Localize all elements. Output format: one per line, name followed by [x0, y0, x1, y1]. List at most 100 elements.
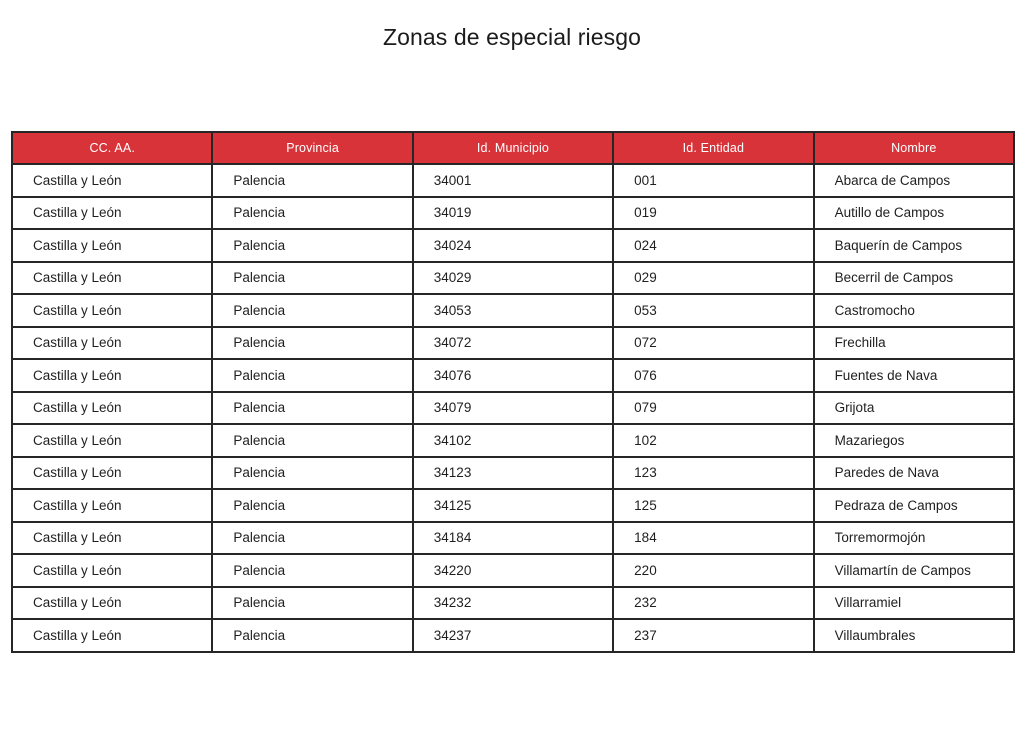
page-title: Zonas de especial riesgo [382, 24, 642, 51]
table-cell: Villamartín de Campos [813, 554, 1014, 588]
table-cell: Castilla y León [12, 456, 214, 490]
table-row: Castilla y León Palencia 34125 125 Pedraza d… [12, 489, 1014, 523]
table-cell: Castilla y León [12, 359, 214, 393]
table-cell: 34079 [412, 391, 615, 425]
table-cell: Castilla y León [12, 261, 214, 295]
table-cell: Palencia [212, 489, 414, 523]
table-cell: Castilla y León [12, 521, 214, 555]
column-header-1[interactable]: Provincia [212, 132, 414, 165]
table-cell: Palencia [212, 456, 414, 490]
table-cell: 34125 [412, 489, 615, 523]
table-cell: 232 [613, 586, 815, 620]
table-row: Castilla y León Palencia 34232 232 Villarram… [12, 586, 1014, 620]
table-row: Castilla y León Palencia 34029 029 Becerril … [12, 261, 1014, 295]
table-cell: Torremormojón [813, 521, 1014, 555]
table-cell: 34019 [412, 196, 615, 230]
table-cell: Palencia [212, 294, 414, 328]
table-cell: Palencia [212, 619, 414, 652]
table-cell: Castilla y León [12, 554, 214, 588]
column-header-4[interactable]: Nombre [813, 132, 1014, 165]
table-cell: 184 [613, 521, 815, 555]
risk-zones-table-container: CC. AA. Provincia Id. Municipio Id. Entidad… [11, 131, 1015, 653]
table-cell: Palencia [212, 554, 414, 588]
table-cell: Paredes de Nava [813, 456, 1014, 490]
table-cell: Palencia [212, 424, 414, 458]
table-header-row: CC. AA. Provincia Id. Municipio Id. Entidad… [12, 132, 1014, 165]
column-header-2[interactable]: Id. Municipio [412, 132, 615, 165]
table-cell: Castilla y León [12, 391, 214, 425]
table-cell: Palencia [212, 521, 414, 555]
table-cell: 001 [613, 164, 815, 198]
table-cell: Palencia [212, 586, 414, 620]
table-cell: Autillo de Campos [813, 196, 1014, 230]
table-cell: Palencia [212, 261, 414, 295]
table-cell: Castilla y León [12, 196, 214, 230]
table-row: Castilla y León Palencia 34123 123 Paredes d… [12, 456, 1014, 490]
table-row: Castilla y León Palencia 34072 072 Frechilla [12, 326, 1014, 360]
table-cell: Castilla y León [12, 164, 214, 198]
table-cell: 102 [613, 424, 815, 458]
column-header-3[interactable]: Id. Entidad [613, 132, 815, 165]
table-cell: 019 [613, 196, 815, 230]
table-cell: Palencia [212, 359, 414, 393]
table-row: Castilla y León Palencia 34024 024 Baquerín … [12, 229, 1014, 263]
table-cell: 024 [613, 229, 815, 263]
table-cell: Pedraza de Campos [813, 489, 1014, 523]
table-row: Castilla y León Palencia 34220 220 Villamart… [12, 554, 1014, 588]
table-cell: Castilla y León [12, 489, 214, 523]
table-header: CC. AA. Provincia Id. Municipio Id. Entidad… [12, 132, 1014, 165]
table-cell: Becerril de Campos [813, 261, 1014, 295]
table-cell: 076 [613, 359, 815, 393]
table-cell: Frechilla [813, 326, 1014, 360]
table-cell: 029 [613, 261, 815, 295]
table-cell: 34232 [412, 586, 615, 620]
table-cell: Palencia [212, 196, 414, 230]
table-cell: 34184 [412, 521, 615, 555]
table-cell: Castilla y León [12, 619, 214, 652]
table-row: Castilla y León Palencia 34079 079 Grijota [12, 391, 1014, 425]
table-body: Castilla y León Palencia 34001 001 Abarca de… [12, 164, 1014, 652]
column-header-0[interactable]: CC. AA. [12, 132, 214, 165]
table-row: Castilla y León Palencia 34102 102 Mazariego… [12, 424, 1014, 458]
table-cell: Fuentes de Nava [813, 359, 1014, 393]
table-cell: 072 [613, 326, 815, 360]
table-cell: 34029 [412, 261, 615, 295]
table-cell: 123 [613, 456, 815, 490]
table-cell: 079 [613, 391, 815, 425]
table-row: Castilla y León Palencia 34076 076 Fuentes d… [12, 359, 1014, 393]
table-row: Castilla y León Palencia 34237 237 Villaumbr… [12, 619, 1014, 652]
table-cell: Baquerín de Campos [813, 229, 1014, 263]
table-cell: Castilla y León [12, 424, 214, 458]
table-cell: Grijota [813, 391, 1014, 425]
table-cell: 34024 [412, 229, 615, 263]
table-cell: Castilla y León [12, 586, 214, 620]
table-cell: Castilla y León [12, 229, 214, 263]
table-row: Castilla y León Palencia 34053 053 Castromoc… [12, 294, 1014, 328]
table-cell: 34123 [412, 456, 615, 490]
table-cell: 34102 [412, 424, 615, 458]
table-cell: 34001 [412, 164, 615, 198]
table-cell: 34220 [412, 554, 615, 588]
table-cell: 34072 [412, 326, 615, 360]
table-cell: Villaumbrales [834, 627, 916, 643]
table-cell: Castilla y León [12, 326, 214, 360]
table-cell: Castilla y León [12, 294, 214, 328]
table-cell: Palencia [212, 229, 414, 263]
table-cell: 34237 [412, 619, 615, 652]
risk-zones-table: CC. AA. Provincia Id. Municipio Id. Entidad… [11, 131, 1015, 653]
table-cell: 34076 [412, 359, 615, 393]
table-cell: 053 [613, 294, 815, 328]
table-cell: 220 [613, 554, 815, 588]
table-row: Castilla y León Palencia 34184 184 Torremorm… [12, 521, 1014, 555]
table-cell: 125 [613, 489, 815, 523]
table-cell: Villarramiel [813, 586, 1014, 620]
table-cell: 34053 [412, 294, 615, 328]
table-cell: Castromocho [813, 294, 1014, 328]
table-cell: Palencia [212, 164, 414, 198]
table-cell: Mazariegos [813, 424, 1014, 458]
table-cell: 237 [613, 619, 815, 652]
table-cell: Palencia [212, 326, 414, 360]
table-cell: Abarca de Campos [813, 164, 1014, 198]
table-row: Castilla y León Palencia 34001 001 Abarca de… [12, 164, 1014, 198]
table-cell: Palencia [212, 391, 414, 425]
